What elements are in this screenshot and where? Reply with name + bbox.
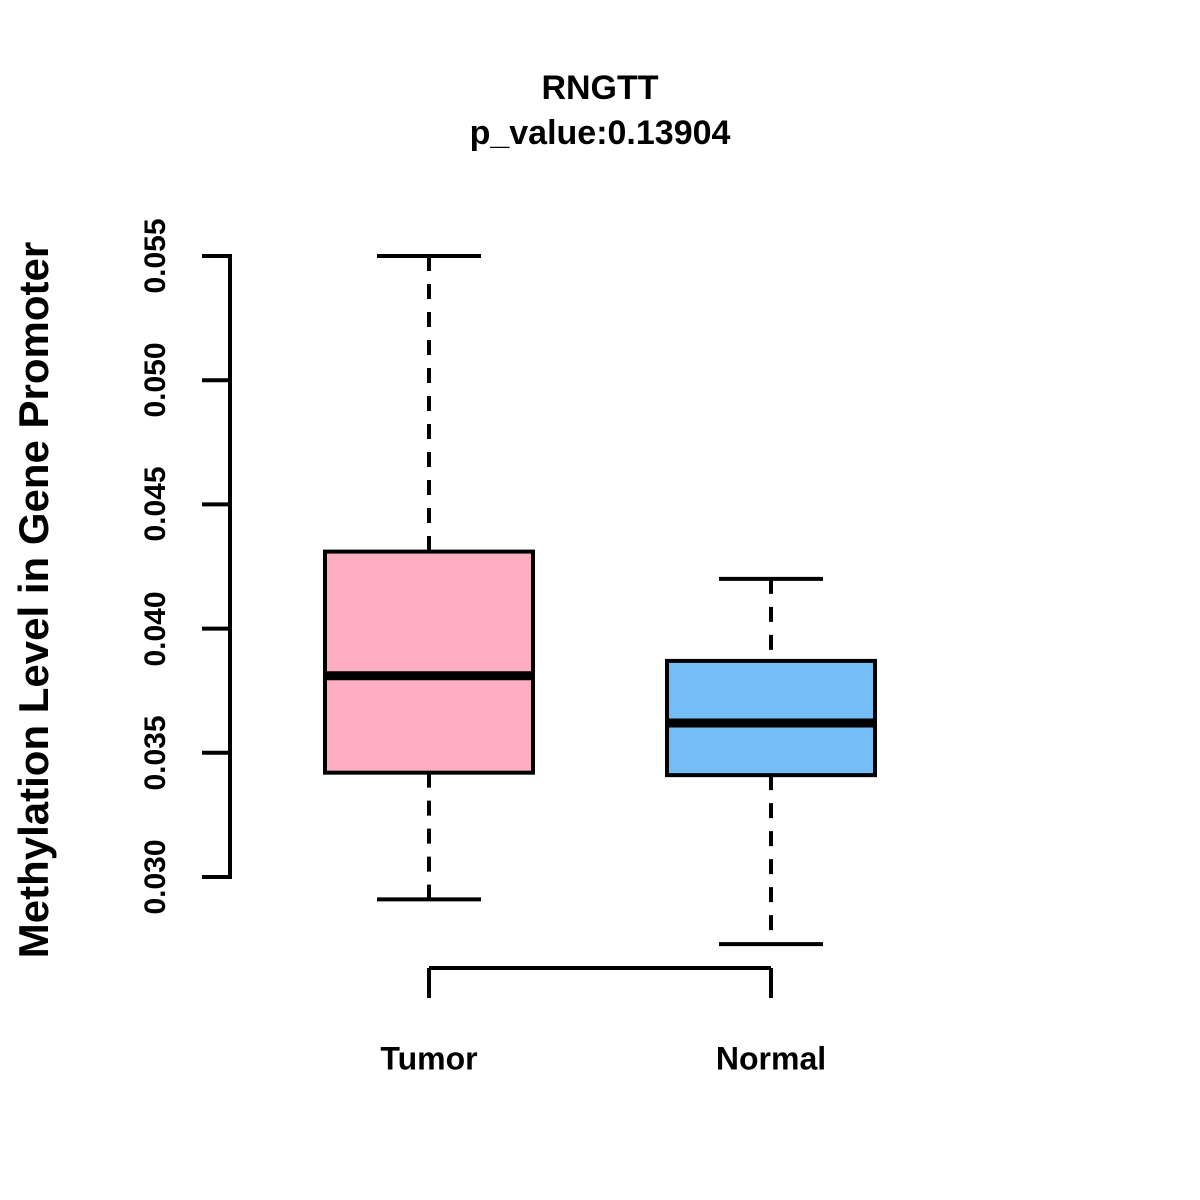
y-tick-label: 0.035 — [139, 715, 172, 791]
title-block: RNGTT p_value:0.13904 — [100, 66, 1100, 156]
tumor-box — [323, 549, 535, 775]
y-tick-label: 0.030 — [139, 839, 172, 915]
y-tick-label: 0.045 — [139, 466, 172, 542]
chart-title: RNGTT — [541, 69, 659, 107]
normal-box — [665, 658, 877, 778]
y-tick-label: 0.050 — [139, 342, 172, 418]
y-tick-label: 0.040 — [139, 591, 172, 667]
y-tick-label: 0.055 — [139, 218, 172, 294]
x-category-label-tumor: Tumor — [380, 1040, 478, 1077]
x-category-label-normal: Normal — [715, 1040, 827, 1077]
chart-subtitle: p_value:0.13904 — [469, 114, 731, 152]
